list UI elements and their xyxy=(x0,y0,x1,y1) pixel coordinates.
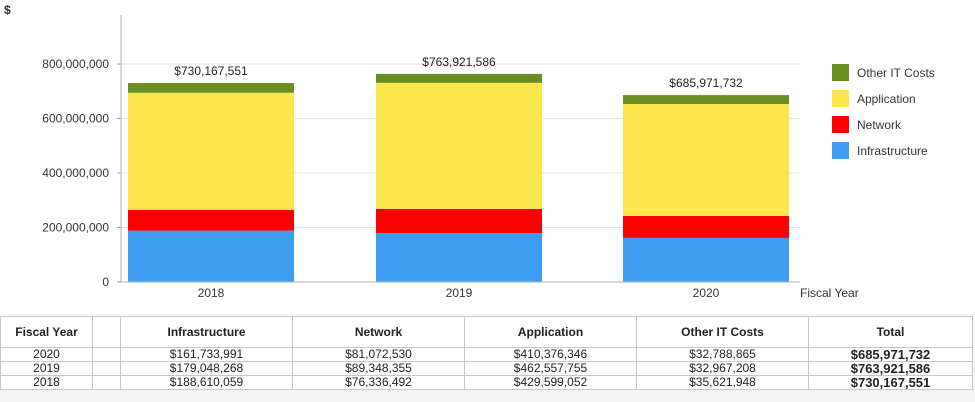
bars xyxy=(128,73,789,282)
y-unit-label: $ xyxy=(4,3,11,17)
total-label-2019: $763,921,586 xyxy=(422,55,496,69)
cell-infrastructure: $179,048,268 xyxy=(120,361,293,376)
cell-application: $410,376,346 xyxy=(464,347,637,362)
data-table-panel: Fiscal Year Infrastructure Network Appli… xyxy=(0,314,975,402)
cell-spacer xyxy=(92,375,121,390)
y-tick-label: 0 xyxy=(102,275,109,289)
bar-network-2018 xyxy=(128,209,294,231)
bar-application-2020 xyxy=(623,104,789,216)
cell-total: $763,921,586 xyxy=(808,361,973,376)
y-tick-label: 600,000,000 xyxy=(42,112,109,126)
header-network[interactable]: Network xyxy=(292,316,465,348)
header-spacer xyxy=(92,316,121,348)
table-row[interactable]: 2019 $179,048,268 $89,348,355 $462,557,7… xyxy=(0,361,973,376)
header-fiscal-year[interactable]: Fiscal Year xyxy=(0,316,93,348)
cell-total: $685,971,732 xyxy=(808,347,973,362)
cell-year: 2018 xyxy=(0,375,93,390)
y-tick-label: 800,000,000 xyxy=(42,57,109,71)
cell-spacer xyxy=(92,361,121,376)
header-application[interactable]: Application xyxy=(464,316,637,348)
x-tick-label-2020: 2020 xyxy=(693,286,720,300)
cell-total: $730,167,551 xyxy=(808,375,973,390)
total-label-2020: $685,971,732 xyxy=(669,76,743,90)
bar-application-2018 xyxy=(128,92,294,210)
cell-infrastructure: $161,733,991 xyxy=(120,347,293,362)
bar-other-it-costs-2020 xyxy=(623,95,789,105)
data-table: Fiscal Year Infrastructure Network Appli… xyxy=(0,316,973,390)
y-tick-label: 200,000,000 xyxy=(42,221,109,235)
legend-swatch-network xyxy=(832,116,849,133)
legend-label-network: Network xyxy=(857,118,902,132)
cell-infrastructure: $188,610,059 xyxy=(120,375,293,390)
table-row[interactable]: 2018 $188,610,059 $76,336,492 $429,599,0… xyxy=(0,375,973,390)
legend-swatch-application xyxy=(832,90,849,107)
x-tick-label-2018: 2018 xyxy=(198,286,225,300)
cell-spacer xyxy=(92,347,121,362)
legend-label-application: Application xyxy=(857,92,916,106)
cell-network: $89,348,355 xyxy=(292,361,465,376)
legend-label-infrastructure: Infrastructure xyxy=(857,144,928,158)
bar-network-2019 xyxy=(376,208,542,234)
bar-infrastructure-2019 xyxy=(376,233,542,282)
cell-year: 2020 xyxy=(0,347,93,362)
cell-application: $429,599,052 xyxy=(464,375,637,390)
bar-infrastructure-2018 xyxy=(128,230,294,282)
legend: Other IT Costs Application Network Infrastr… xyxy=(832,64,935,159)
legend-label-other-it-costs: Other IT Costs xyxy=(857,66,935,80)
legend-swatch-other-it-costs xyxy=(832,64,849,81)
table-header-row: Fiscal Year Infrastructure Network Appli… xyxy=(0,316,973,348)
header-other-it-costs[interactable]: Other IT Costs xyxy=(636,316,809,348)
labels: $0 200,000,000 400,000,000 600,000,000 800,0… xyxy=(4,3,859,300)
axes xyxy=(117,15,800,283)
cell-application: $462,557,755 xyxy=(464,361,637,376)
header-total[interactable]: Total xyxy=(808,316,973,348)
cell-other-it-costs: $32,967,208 xyxy=(636,361,809,376)
total-label-2018: $730,167,551 xyxy=(174,64,248,78)
y-tick-label: 400,000,000 xyxy=(42,166,109,180)
bar-network-2020 xyxy=(623,215,789,238)
stacked-bar-chart: $0 200,000,000 400,000,000 600,000,000 800,0… xyxy=(4,3,935,300)
header-infrastructure[interactable]: Infrastructure xyxy=(120,316,293,348)
table-row[interactable]: 2020 $161,733,991 $81,072,530 $410,376,3… xyxy=(0,347,973,362)
bar-other-it-costs-2019 xyxy=(376,73,542,83)
legend-swatch-infrastructure xyxy=(832,142,849,159)
cell-year: 2019 xyxy=(0,361,93,376)
cell-network: $81,072,530 xyxy=(292,347,465,362)
cell-other-it-costs: $32,788,865 xyxy=(636,347,809,362)
bar-application-2019 xyxy=(376,82,542,209)
bar-other-it-costs-2018 xyxy=(128,83,294,93)
bar-infrastructure-2020 xyxy=(623,237,789,282)
x-axis-title: Fiscal Year xyxy=(800,286,859,300)
cell-network: $76,336,492 xyxy=(292,375,465,390)
cell-other-it-costs: $35,621,948 xyxy=(636,375,809,390)
x-tick-label-2019: 2019 xyxy=(446,286,473,300)
